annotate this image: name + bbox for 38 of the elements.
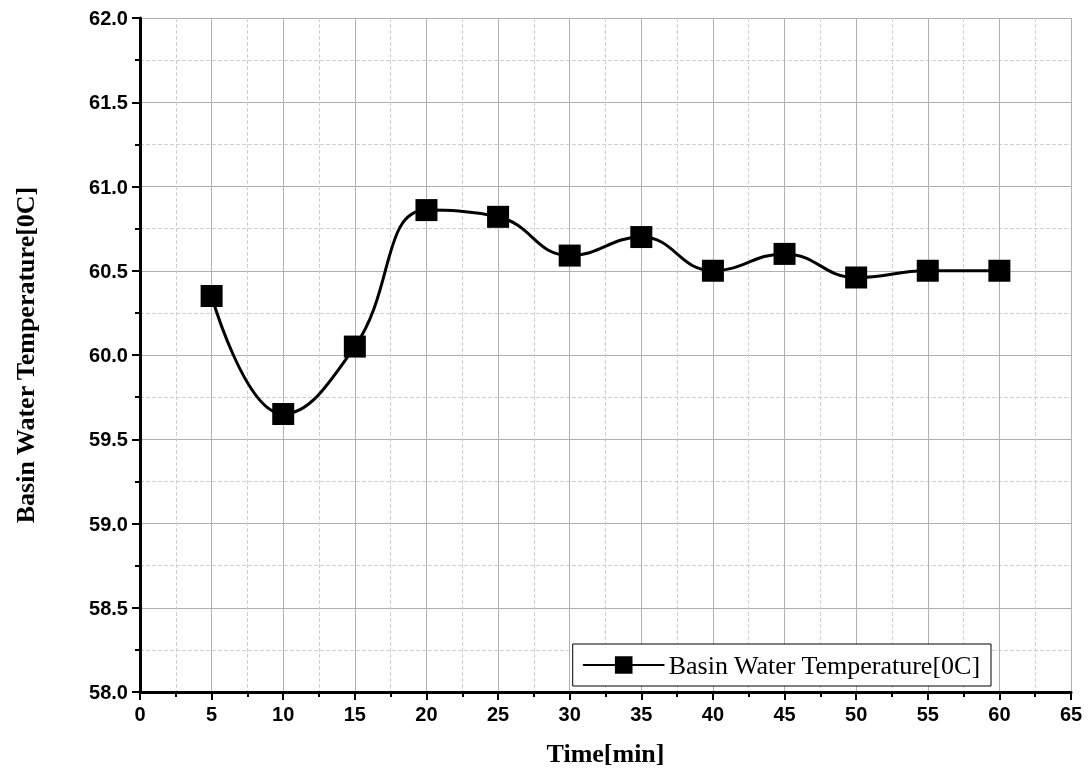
y-tick-label: 62.0 xyxy=(89,7,128,29)
x-tick-label: 40 xyxy=(701,703,725,725)
point xyxy=(701,259,724,282)
x-tick-label: 5 xyxy=(206,703,218,725)
point xyxy=(487,205,510,228)
x-tick-label: 30 xyxy=(558,703,581,725)
y-tick-label: 59.5 xyxy=(89,428,128,451)
x-tick-label: 45 xyxy=(773,703,796,725)
y-tick-label: 61.5 xyxy=(89,91,128,114)
point xyxy=(558,244,581,267)
point xyxy=(988,259,1011,282)
y-tick-label: 60.5 xyxy=(89,259,128,282)
y-tick-label: 58.0 xyxy=(89,681,128,703)
x-tick-label: 15 xyxy=(343,703,366,725)
point xyxy=(773,242,796,265)
x-tick-label: 35 xyxy=(630,703,653,725)
point xyxy=(916,259,939,282)
x-tick-label: 0 xyxy=(134,703,146,725)
point xyxy=(343,335,366,358)
x-tick-label: 50 xyxy=(845,703,868,725)
point xyxy=(200,285,223,308)
x-tick-label: 65 xyxy=(1059,703,1083,725)
x-tick-label: 10 xyxy=(272,703,295,725)
x-axis-title: Time[min] xyxy=(546,738,665,768)
point xyxy=(630,226,653,249)
y-axis-title: Basin Water Temperature[0C] xyxy=(10,186,40,524)
x-tick-label: 25 xyxy=(486,703,510,725)
point xyxy=(272,402,295,425)
x-tick-label: 60 xyxy=(988,703,1011,725)
x-tick-label: 55 xyxy=(916,703,939,725)
y-tick-label: 58.5 xyxy=(89,596,128,619)
point xyxy=(415,199,438,222)
y-tick-label: 60.0 xyxy=(89,344,128,366)
legend-label: Basin Water Temperature[0C] xyxy=(668,650,981,680)
y-tick-label: 61.0 xyxy=(89,175,128,198)
point xyxy=(845,266,868,289)
x-tick-label: 20 xyxy=(415,703,438,725)
y-tick-label: 59.0 xyxy=(89,512,128,535)
